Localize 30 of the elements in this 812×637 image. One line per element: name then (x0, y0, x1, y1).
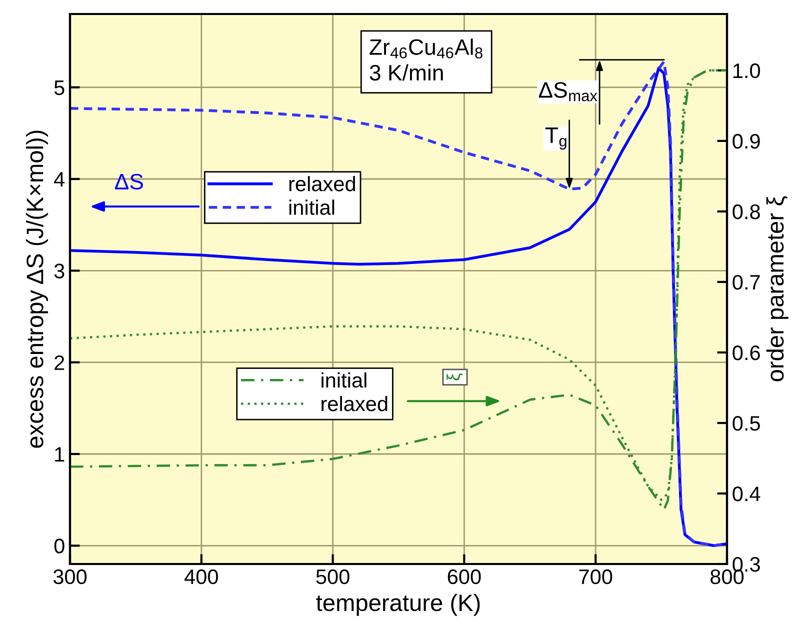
y2-axis-title: order parameter ξ (766, 196, 788, 382)
y-tick-label: 2 (54, 355, 64, 370)
annotation: T$_{g}$ (545, 128, 566, 150)
legend-label: relaxed (289, 176, 356, 192)
annotation: ΔS$_{max}$ (538, 82, 598, 102)
y-tick-label: 5 (54, 80, 64, 96)
x-tick-label: 400 (184, 569, 218, 584)
y2-tick-label: 0.7 (732, 274, 760, 290)
y2-tick-label: 0.8 (732, 204, 760, 220)
y-axis-title: excess entropy ΔS (J/(K×mol)) (26, 130, 48, 448)
y2-tick-label: 0.4 (732, 486, 760, 502)
legend-label: relaxed (322, 396, 388, 412)
y-tick-label: 4 (54, 172, 65, 187)
legend-label: initial (289, 200, 334, 215)
y2-tick-label: 1.0 (733, 63, 760, 78)
annotation: ξ (446, 373, 463, 380)
y-tick-label: 1 (55, 447, 64, 462)
x-tick-label: 700 (579, 569, 612, 584)
text: Zr$_{46}$Cu$_{46}$Al$_{8}$ 3 K/min (370, 38, 482, 81)
annotation: ΔS (114, 174, 143, 190)
legend-label: initial (322, 372, 366, 388)
y2-tick-label: 0.6 (732, 345, 760, 360)
x-tick-label: 500 (316, 569, 350, 584)
x-axis-title: temperature (K) (316, 594, 480, 616)
x-tick-label: 600 (448, 569, 481, 584)
x-tick-label: 300 (53, 569, 87, 584)
y2-tick-label: 0.9 (732, 134, 760, 149)
y-tick-label: 0 (54, 538, 64, 554)
y-tick-label: 3 (54, 264, 64, 278)
y2-tick-label: 0.5 (732, 416, 760, 431)
